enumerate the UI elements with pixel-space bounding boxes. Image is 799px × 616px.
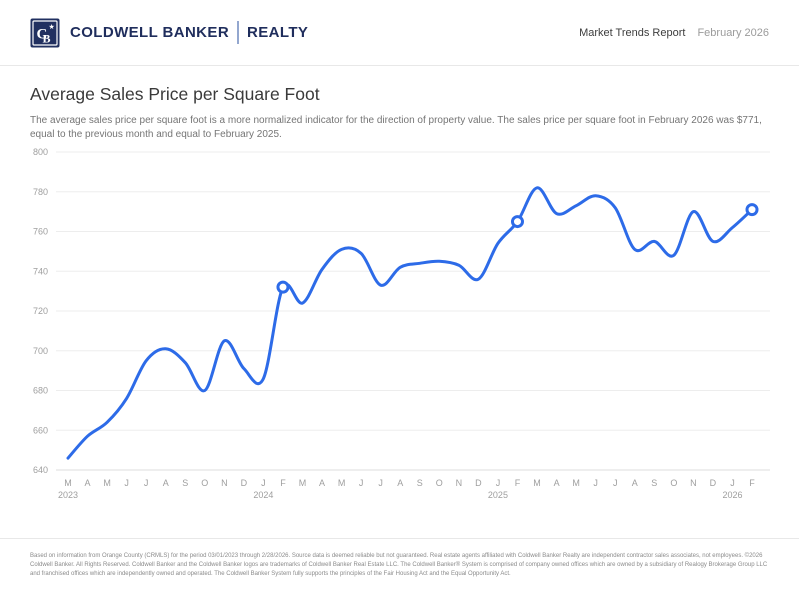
x-axis-month-22: J: [496, 478, 501, 488]
x-axis-month-15: J: [359, 478, 364, 488]
price-per-sqft-line: [66, 186, 754, 460]
x-axis-month-32: N: [690, 478, 697, 488]
x-axis-month-29: A: [632, 478, 638, 488]
x-axis-month-17: A: [397, 478, 403, 488]
brand-division: REALTY: [247, 24, 309, 41]
report-title: Market Trends Report: [579, 26, 686, 39]
footer: Based on information from Orange County …: [0, 538, 799, 579]
x-axis-month-21: D: [475, 478, 482, 488]
x-axis-month-23: F: [515, 478, 521, 488]
y-axis-label-760: 760: [33, 227, 48, 237]
x-axis-month-20: N: [456, 478, 463, 488]
highlight-marker-feb-2024: [276, 280, 290, 294]
x-axis-month-5: A: [163, 478, 169, 488]
x-axis-month-18: S: [417, 478, 423, 488]
svg-text:C: C: [37, 26, 48, 42]
y-axis-label-640: 640: [33, 465, 48, 475]
header: C B ★ COLDWELL BANKER REALTY Market Tren…: [0, 0, 799, 66]
x-axis-month-12: M: [299, 478, 307, 488]
x-axis-month-34: J: [730, 478, 735, 488]
report-period: February 2026: [697, 26, 769, 39]
x-axis-month-7: O: [201, 478, 208, 488]
brand-divider: [237, 21, 240, 44]
sales-price-line-chart: 640 660 680 700 720 740 760 780 800 M A M J J A S O N D J F M…: [33, 147, 770, 500]
svg-text:★: ★: [49, 23, 55, 31]
x-axis-year-2026: 2026: [722, 490, 742, 500]
x-axis-month-2: M: [103, 478, 111, 488]
x-axis-month-27: J: [593, 478, 598, 488]
x-axis-month-16: J: [378, 478, 383, 488]
highlight-marker-feb-2025: [510, 215, 524, 229]
x-axis-month-4: J: [144, 478, 149, 488]
x-axis-month-14: M: [338, 478, 346, 488]
y-axis-label-720: 720: [33, 306, 48, 316]
x-axis-month-26: M: [572, 478, 580, 488]
page-description: The average sales price per square foot …: [30, 115, 762, 140]
x-axis-month-13: A: [319, 478, 325, 488]
x-axis-month-11: F: [280, 478, 286, 488]
brand-name: COLDWELL BANKER: [70, 24, 230, 41]
x-axis-month-3: J: [124, 478, 129, 488]
x-axis-month-25: A: [554, 478, 560, 488]
chart-container: 640 660 680 700 720 740 760 780 800 M A M J J A S O N D J F M…: [0, 141, 799, 513]
report-meta: Market Trends Report February 2026: [579, 27, 769, 39]
coldwell-banker-logo-icon: C B ★: [30, 18, 60, 47]
x-axis-month-1: A: [85, 478, 91, 488]
x-axis-year-2025: 2025: [488, 490, 508, 500]
x-axis-month-19: O: [436, 478, 443, 488]
y-axis-label-740: 740: [33, 266, 48, 276]
x-axis-month-33: D: [710, 478, 717, 488]
disclaimer-text: Based on information from Orange County …: [30, 553, 768, 577]
x-axis-year-2023: 2023: [58, 490, 78, 500]
x-axis-month-9: D: [241, 478, 248, 488]
x-axis-month-10: J: [261, 478, 266, 488]
highlight-marker-feb-2026: [745, 203, 759, 217]
y-axis-label-700: 700: [33, 346, 48, 356]
x-axis-year-2024: 2024: [253, 490, 273, 500]
x-axis-month-35: F: [749, 478, 755, 488]
x-axis-month-0: M: [64, 478, 72, 488]
x-axis-month-30: S: [651, 478, 657, 488]
page-title: Average Sales Price per Square Foot: [30, 84, 320, 104]
brand-lockup: C B ★ COLDWELL BANKER REALTY: [30, 18, 308, 48]
x-axis-month-28: J: [613, 478, 618, 488]
y-axis-label-680: 680: [33, 386, 48, 396]
y-axis-label-800: 800: [33, 147, 48, 157]
x-axis-month-31: O: [670, 478, 677, 488]
x-axis-month-6: S: [182, 478, 188, 488]
y-axis-label-660: 660: [33, 425, 48, 435]
x-axis-month-24: M: [533, 478, 541, 488]
x-axis-month-8: N: [221, 478, 228, 488]
y-axis-label-780: 780: [33, 187, 48, 197]
svg-text:B: B: [43, 31, 51, 45]
